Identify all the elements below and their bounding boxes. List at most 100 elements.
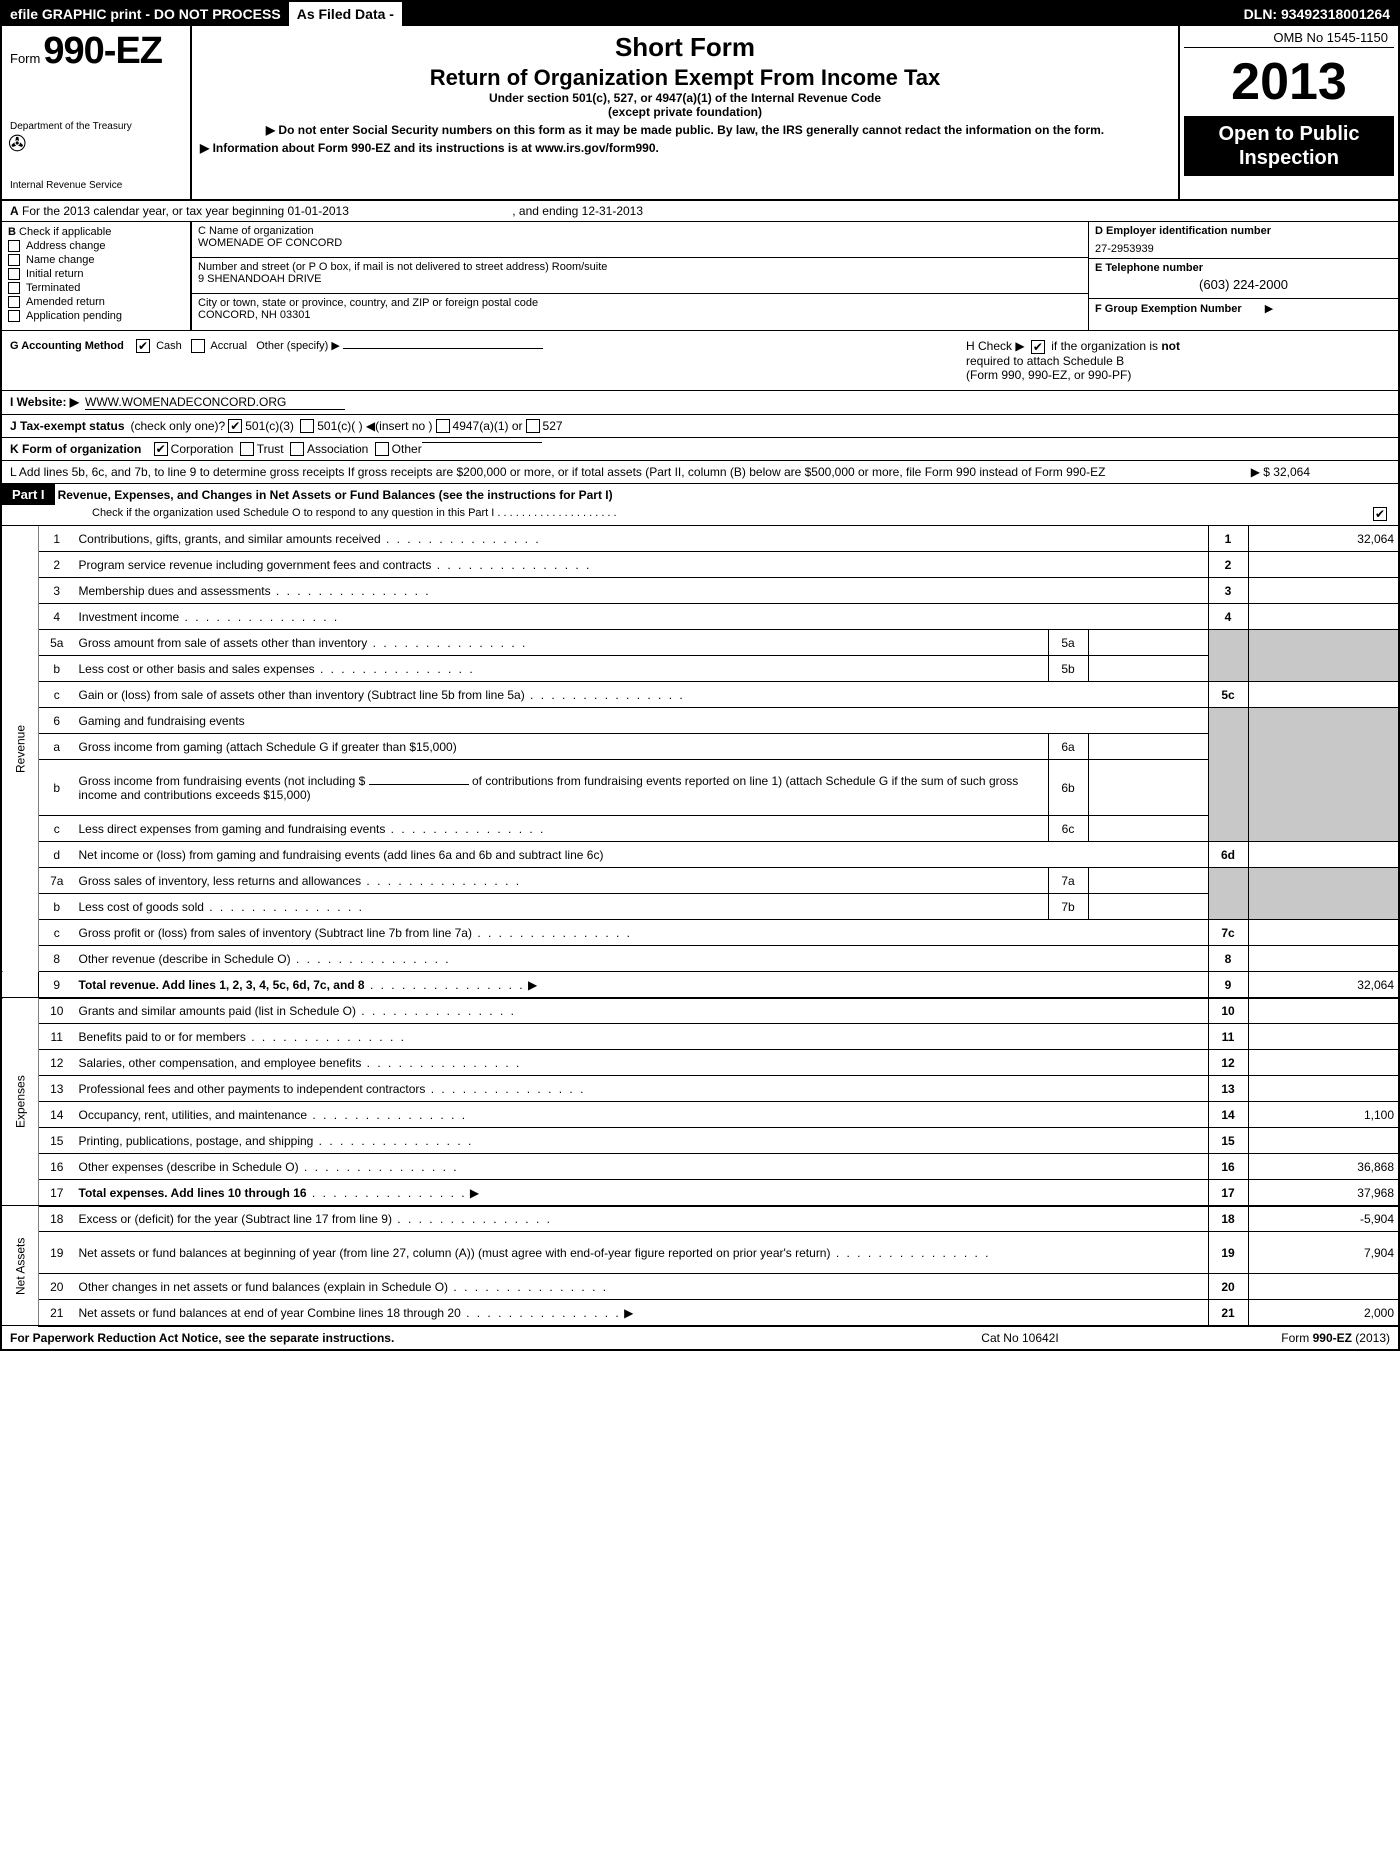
row-j: J Tax-exempt status (check only one)? ✔5… <box>2 415 1398 438</box>
footer-row: For Paperwork Reduction Act Notice, see … <box>2 1327 1398 1349</box>
k-trust-checkbox[interactable] <box>240 442 254 456</box>
d-group-row: F Group Exemption Number ▶ <box>1089 299 1398 318</box>
dept-treasury: Department of the Treasury <box>10 121 182 132</box>
footer-right: Form 990-EZ (2013) <box>1170 1331 1390 1345</box>
cash-label: Cash <box>156 340 182 352</box>
org-street: 9 SHENANDOAH DRIVE <box>198 273 1082 285</box>
cash-checkbox[interactable]: ✔ <box>136 339 150 353</box>
h-text1: H Check ▶ <box>966 339 1025 353</box>
row-g: G Accounting Method ✔ Cash Accrual Other… <box>2 331 958 390</box>
other-label: Other (specify) ▶ <box>256 340 340 352</box>
line-right-num: 1 <box>1208 526 1248 552</box>
col-b: B Check if applicable Address change Nam… <box>2 222 192 330</box>
dept-irs: Internal Revenue Service <box>10 180 182 191</box>
group-label: F Group Exemption Number <box>1095 303 1242 315</box>
row-a-ending: , and ending 12-31-2013 <box>512 204 643 218</box>
h-text2: if the organization is <box>1051 339 1158 353</box>
open-to-public: Open to Public Inspection <box>1184 116 1394 176</box>
row-i: I Website: ▶ WWW.WOMENADECONCORD.ORG <box>2 391 1398 415</box>
d-tel-row: E Telephone number (603) 224-2000 <box>1089 259 1398 299</box>
tel-value: (603) 224-2000 <box>1095 274 1392 295</box>
j-501c3-checkbox[interactable]: ✔ <box>228 419 242 433</box>
revenue-label: Revenue <box>2 526 39 972</box>
k-trust: Trust <box>257 442 284 456</box>
website-link[interactable]: WWW.WOMENADECONCORD.ORG <box>85 395 345 410</box>
h-text4: (Form 990, 990-EZ, or 990-PF) <box>966 368 1131 382</box>
org-name: WOMENADE OF CONCORD <box>198 237 1082 249</box>
header-center: Short Form Return of Organization Exempt… <box>192 26 1178 199</box>
form-number: 990-EZ <box>43 30 162 72</box>
irs-seal-icon: ✇ <box>8 131 26 157</box>
j-4947-checkbox[interactable] <box>436 419 450 433</box>
cb-amended-return[interactable]: Amended return <box>8 296 184 308</box>
expenses-label: Expenses <box>2 998 39 1206</box>
part-i-check-text: Check if the organization used Schedule … <box>92 507 1370 521</box>
topbar-mid: As Filed Data - <box>289 2 414 26</box>
title-return: Return of Organization Exempt From Incom… <box>200 65 1170 91</box>
j-501c: 501(c)( ) ◀(insert no ) <box>317 419 432 433</box>
other-specify-line[interactable] <box>343 348 543 349</box>
line-desc: Contributions, gifts, grants, and simila… <box>79 532 381 546</box>
h-text3: required to attach Schedule B <box>966 354 1124 368</box>
c-name-label: C Name of organization <box>198 225 1082 237</box>
accrual-checkbox[interactable] <box>191 339 205 353</box>
k-corp: Corporation <box>171 442 234 456</box>
checkbox-icon <box>8 240 20 252</box>
cb-terminated[interactable]: Terminated <box>8 282 184 294</box>
header-left: Form 990-EZ ✇ Department of the Treasury… <box>2 26 192 199</box>
line-value: 32,064 <box>1248 526 1398 552</box>
k-assoc: Association <box>307 442 368 456</box>
j-501c-checkbox[interactable] <box>300 419 314 433</box>
accrual-label: Accrual <box>210 340 247 352</box>
j-hint: (check only one)? <box>131 419 226 433</box>
netassets-label: Net Assets <box>2 1206 39 1326</box>
k-other-checkbox[interactable] <box>375 442 389 456</box>
c-city-row: City or town, state or province, country… <box>192 294 1088 330</box>
line-num: 1 <box>39 526 75 552</box>
section-bcd: B Check if applicable Address change Nam… <box>2 222 1398 331</box>
top-bar: efile GRAPHIC print - DO NOT PROCESS As … <box>2 2 1398 26</box>
col-b-hint: Check if applicable <box>19 226 111 238</box>
k-label: K Form of organization <box>10 442 141 456</box>
cb-application-pending[interactable]: Application pending <box>8 310 184 322</box>
c-name-row: C Name of organization WOMENADE OF CONCO… <box>192 222 1088 258</box>
footer-center: Cat No 10642I <box>870 1331 1170 1345</box>
part-i-checkbox[interactable]: ✔ <box>1373 507 1387 521</box>
row-h: H Check ▶ ✔ if the organization is not r… <box>958 331 1398 390</box>
cb-name-change[interactable]: Name change <box>8 254 184 266</box>
part-i-label: Part I <box>2 484 55 505</box>
checkbox-icon <box>8 282 20 294</box>
row-a-label: A <box>10 204 19 218</box>
j-527-checkbox[interactable] <box>526 419 540 433</box>
row-gh: G Accounting Method ✔ Cash Accrual Other… <box>2 331 1398 391</box>
l-text: L Add lines 5b, 6c, and 7b, to line 9 to… <box>10 465 1105 479</box>
c-city-label: City or town, state or province, country… <box>198 297 1082 309</box>
ein-label: D Employer identification number <box>1095 225 1392 237</box>
h-checkbox[interactable]: ✔ <box>1031 340 1045 354</box>
title-short-form: Short Form <box>200 32 1170 63</box>
checkbox-icon <box>8 254 20 266</box>
col-c: C Name of organization WOMENADE OF CONCO… <box>192 222 1088 330</box>
j-501c3: 501(c)(3) <box>245 419 294 433</box>
j-label: J Tax-exempt status <box>10 419 125 433</box>
k-other-line[interactable] <box>422 442 542 443</box>
topbar-left: efile GRAPHIC print - DO NOT PROCESS <box>2 2 289 26</box>
k-other: Other <box>392 442 422 456</box>
col-d: D Employer identification number 27-2953… <box>1088 222 1398 330</box>
part-i-title: Revenue, Expenses, and Changes in Net As… <box>58 484 621 502</box>
k-corp-checkbox[interactable]: ✔ <box>154 442 168 456</box>
ssn-warning: ▶ Do not enter Social Security numbers o… <box>200 123 1170 137</box>
cb-address-change[interactable]: Address change <box>8 240 184 252</box>
j-4947: 4947(a)(1) or <box>453 419 523 433</box>
form-container: efile GRAPHIC print - DO NOT PROCESS As … <box>0 0 1400 1351</box>
group-arrow: ▶ <box>1265 303 1273 315</box>
cb-initial-return[interactable]: Initial return <box>8 268 184 280</box>
l-amount: ▶ $ 32,064 <box>1251 465 1310 479</box>
c-street-row: Number and street (or P O box, if mail i… <box>192 258 1088 294</box>
form-prefix: Form <box>10 51 40 66</box>
tel-label: E Telephone number <box>1095 262 1392 274</box>
c-street-label: Number and street (or P O box, if mail i… <box>198 261 1082 273</box>
row-k: K Form of organization ✔Corporation Trus… <box>2 438 1398 461</box>
k-assoc-checkbox[interactable] <box>290 442 304 456</box>
header-right: OMB No 1545-1150 2013 Open to Public Ins… <box>1178 26 1398 199</box>
